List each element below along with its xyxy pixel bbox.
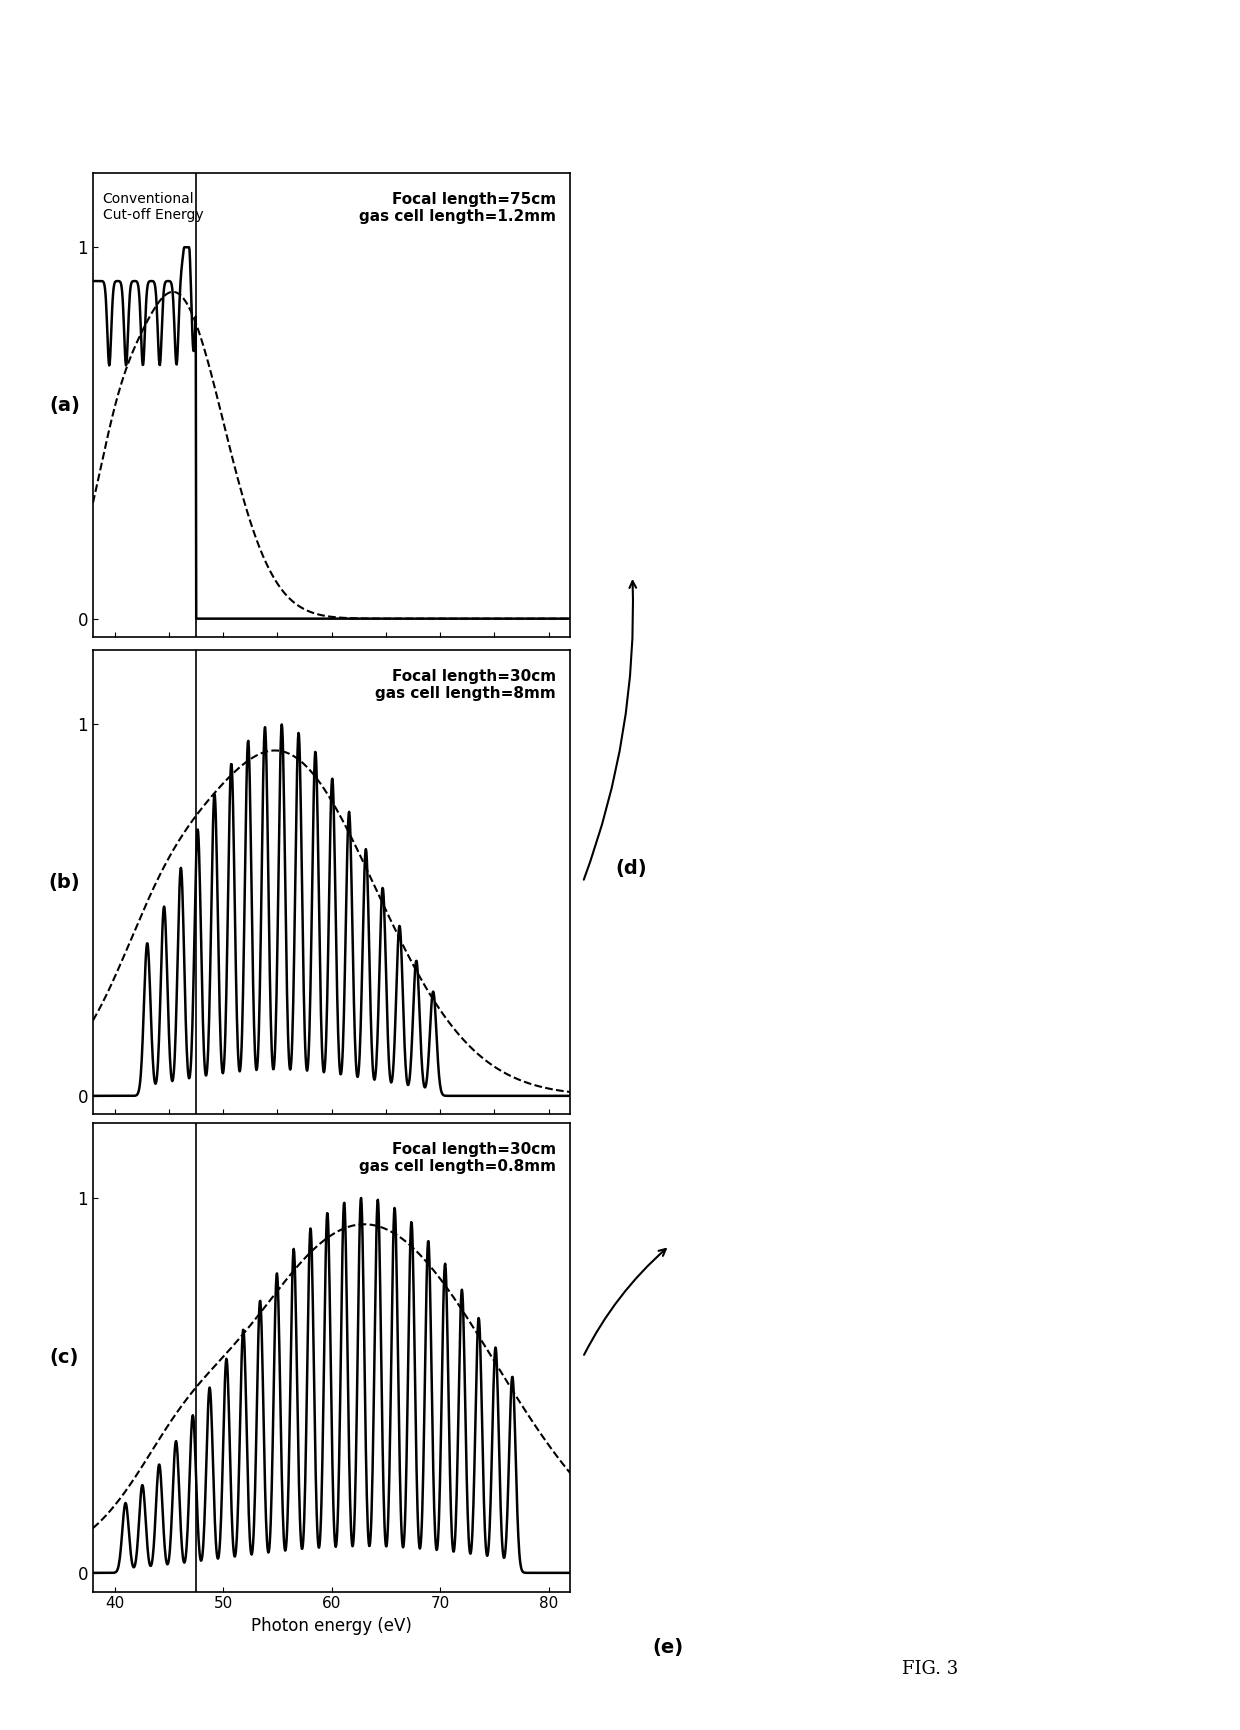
Text: (a): (a) <box>48 396 79 415</box>
X-axis label: Iris size A (W₀): Iris size A (W₀) <box>849 737 949 751</box>
X-axis label: Photon energy (eV): Photon energy (eV) <box>252 1618 412 1635</box>
Text: 0.8 mm Cell: 0.8 mm Cell <box>763 1022 854 1036</box>
FancyBboxPatch shape <box>646 868 1226 1623</box>
Y-axis label: Photon energy (eV): Photon energy (eV) <box>1136 1178 1151 1313</box>
Text: Conventional
Cut-off Energy: Conventional Cut-off Energy <box>103 192 203 221</box>
Text: 1: 1 <box>1060 239 1068 249</box>
FancyBboxPatch shape <box>609 90 1214 844</box>
Text: (c): (c) <box>50 1348 79 1367</box>
FancyArrowPatch shape <box>584 581 636 879</box>
Text: Focal length=30cm
gas cell length=0.8mm: Focal length=30cm gas cell length=0.8mm <box>360 1142 556 1175</box>
Y-axis label: Photon energy (eV): Photon energy (eV) <box>1123 400 1138 535</box>
Text: Focal length=30cm
gas cell length=8mm: Focal length=30cm gas cell length=8mm <box>376 670 556 701</box>
Text: (d): (d) <box>616 860 647 879</box>
Text: 0.1: 0.1 <box>1060 311 1078 322</box>
Text: (b): (b) <box>48 874 81 891</box>
FancyArrowPatch shape <box>584 1249 666 1355</box>
X-axis label: Iris size A (W₀): Iris size A (W₀) <box>874 1515 973 1529</box>
Text: 8 mm Cell: 8 mm Cell <box>727 244 804 258</box>
Text: 0.1: 0.1 <box>1075 1090 1092 1100</box>
Text: (e): (e) <box>652 1638 684 1657</box>
Text: 1: 1 <box>1075 1017 1081 1028</box>
Text: Focal length=75cm
gas cell length=1.2mm: Focal length=75cm gas cell length=1.2mm <box>360 192 556 223</box>
Text: FIG. 3: FIG. 3 <box>901 1661 959 1678</box>
